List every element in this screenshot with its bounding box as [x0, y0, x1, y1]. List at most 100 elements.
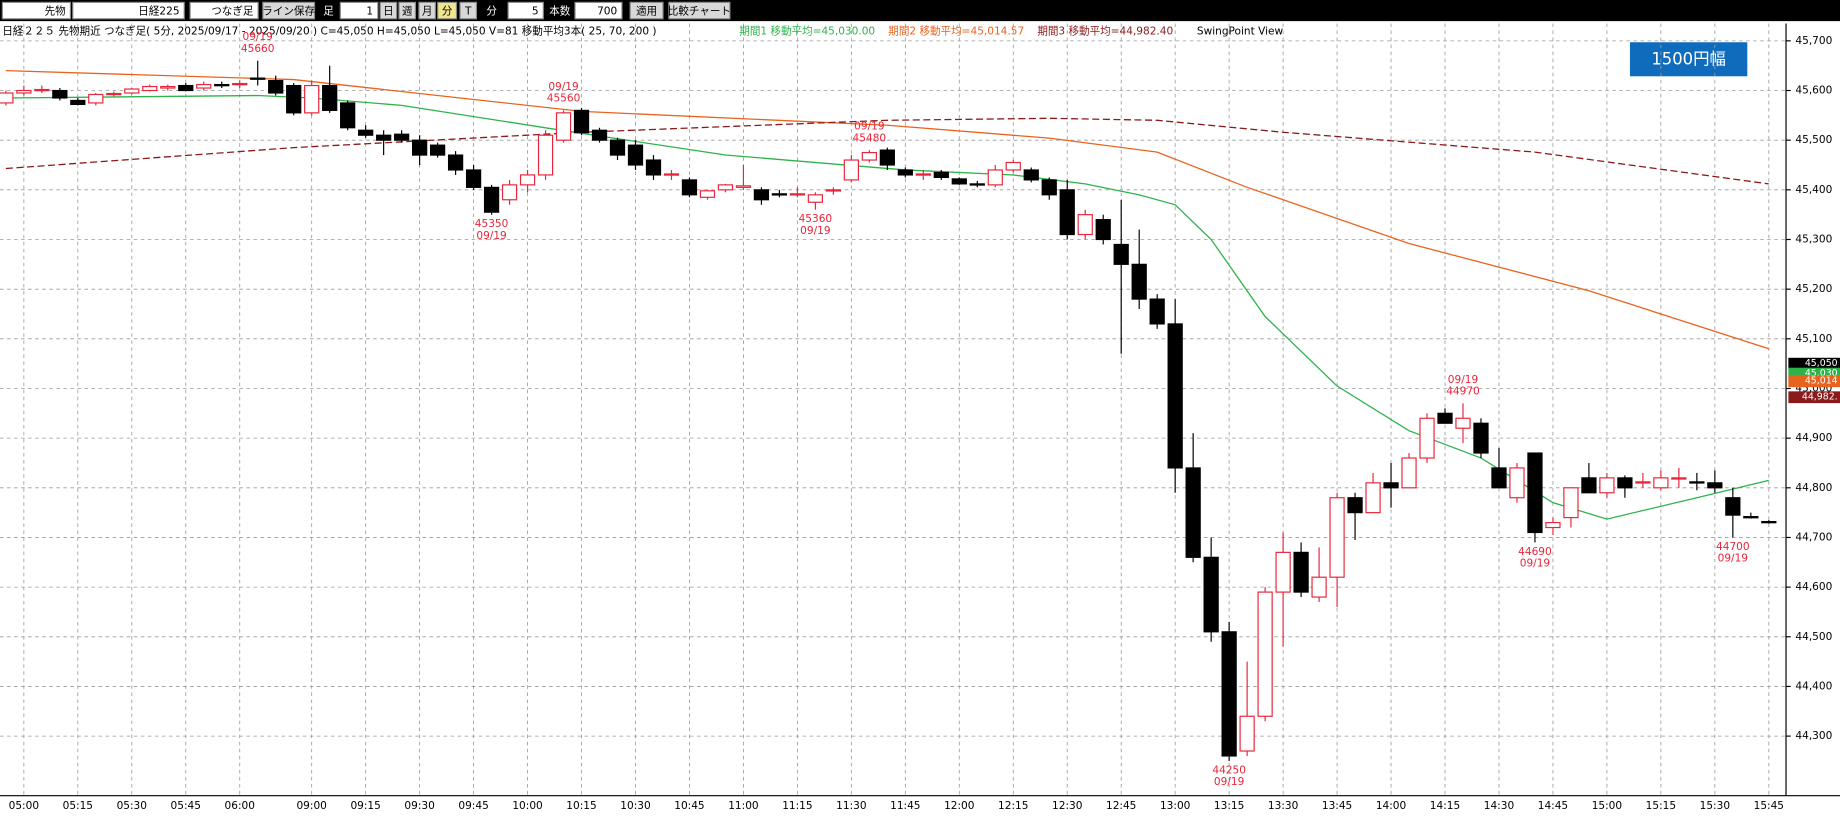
candle-body	[519, 174, 536, 186]
candle-body	[1365, 482, 1381, 514]
candle-body	[1113, 243, 1129, 265]
candle-body	[1095, 219, 1111, 241]
candle-body	[555, 112, 572, 141]
x-tick-label: 13:45	[1322, 800, 1352, 812]
candle-body	[1239, 715, 1255, 752]
candle-body	[1383, 482, 1399, 489]
candle-body	[1437, 412, 1453, 424]
toolbar-label[interactable]: 適用	[636, 5, 657, 18]
range-button-label[interactable]: 1500円幅	[1651, 49, 1726, 68]
candle-body	[1527, 452, 1543, 534]
candle-body	[1707, 482, 1723, 489]
candle-body	[1725, 497, 1741, 516]
toolbar-control[interactable]	[379, 1, 398, 20]
range-button[interactable]	[1629, 42, 1748, 77]
y-tick-label: 45,100	[1795, 333, 1832, 345]
y-tick-label: 44,900	[1795, 432, 1832, 444]
candle-body	[1221, 631, 1237, 757]
candle-body	[609, 139, 626, 156]
price-tag	[1788, 367, 1840, 380]
candle-body	[88, 93, 104, 104]
x-tick-label: 11:30	[836, 800, 867, 812]
toolbar-control[interactable]	[1, 1, 71, 20]
candle-body	[771, 193, 788, 196]
candle-body	[214, 83, 230, 87]
toolbar-label[interactable]: 日経225	[138, 5, 179, 18]
candle-body	[1761, 520, 1777, 524]
candle-body	[1023, 169, 1039, 181]
toolbar-control[interactable]	[629, 1, 664, 20]
toolbar-label[interactable]: 月	[422, 6, 433, 18]
x-tick-label: 13:15	[1214, 800, 1244, 812]
toolbar-label[interactable]: 先物	[45, 5, 67, 18]
x-tick-label: 05:45	[171, 800, 201, 812]
y-tick-label: 44,500	[1795, 631, 1832, 643]
candle-body	[1473, 422, 1489, 454]
candle-body	[250, 77, 266, 80]
toolbar-control[interactable]	[668, 1, 731, 20]
toolbar-control[interactable]	[262, 1, 316, 20]
x-tick-label: 12:45	[1106, 800, 1136, 812]
toolbar-control[interactable]	[574, 1, 623, 20]
toolbar-label[interactable]: 1	[366, 6, 373, 18]
candle-body	[627, 144, 644, 166]
y-tick-label: 44,400	[1795, 680, 1832, 692]
candle-body	[807, 194, 824, 203]
toolbar-label[interactable]: 5	[532, 6, 539, 18]
candle-body	[1059, 189, 1075, 236]
toolbar-label: 分	[486, 6, 497, 18]
candle-body	[1491, 467, 1507, 489]
x-tick-label: 12:30	[1052, 800, 1083, 812]
candle-body	[52, 89, 68, 99]
x-tick-label: 12:15	[998, 800, 1028, 812]
candle-body	[1635, 481, 1651, 484]
toolbar-control[interactable]	[418, 1, 436, 20]
toolbar-control[interactable]	[72, 1, 185, 20]
candle-body	[717, 184, 734, 191]
candle-body	[1401, 457, 1417, 489]
candle-body	[879, 149, 895, 166]
toolbar-label[interactable]: T	[464, 6, 472, 18]
toolbar-label[interactable]: 分	[442, 6, 453, 18]
toolbar-control[interactable]	[189, 1, 259, 20]
candle-body	[465, 169, 482, 188]
candle-body	[16, 89, 32, 94]
moving-average	[5, 117, 1769, 185]
y-tick-label: 45,500	[1795, 134, 1832, 146]
x-tick-label: 14:30	[1484, 800, 1515, 812]
toolbar-control[interactable]	[437, 1, 458, 20]
toolbar-label[interactable]: 比較チャート	[668, 5, 731, 18]
candle-body	[1509, 467, 1525, 499]
candle-body	[1743, 516, 1759, 519]
candle-body	[142, 85, 158, 92]
candle-body	[591, 129, 608, 141]
candle-body	[0, 92, 14, 104]
toolbar-label[interactable]: 日	[383, 6, 394, 18]
moving-average	[5, 70, 1769, 350]
y-tick-label: 44,800	[1795, 482, 1832, 494]
toolbar-control[interactable]	[459, 1, 478, 20]
toolbar-label[interactable]: 週	[402, 6, 413, 18]
toolbar-label[interactable]: ライン保存	[262, 5, 315, 18]
toolbar-control[interactable]	[339, 1, 379, 20]
candle-body	[268, 79, 284, 94]
x-tick-label: 13:30	[1268, 800, 1299, 812]
candle-body	[1599, 477, 1615, 494]
toolbar-label[interactable]: 700	[597, 6, 617, 18]
candle-body	[1419, 417, 1435, 459]
candle-body	[358, 129, 374, 136]
candle-body	[1257, 591, 1273, 717]
x-tick-label: 15:30	[1700, 800, 1731, 812]
y-tick-label: 45,600	[1795, 85, 1832, 97]
candle-body	[897, 169, 913, 176]
toolbar-label[interactable]: つなぎ足	[211, 5, 254, 18]
swing-label: 09/19	[1718, 553, 1748, 565]
candle-body	[1311, 576, 1327, 598]
price-tag	[1788, 391, 1840, 404]
candle-body	[825, 189, 842, 192]
candle-body	[124, 88, 140, 94]
candle-body	[681, 179, 698, 196]
toolbar-control[interactable]	[398, 1, 416, 20]
toolbar-control[interactable]	[507, 1, 544, 20]
toolbar-label: 本数	[549, 5, 571, 18]
